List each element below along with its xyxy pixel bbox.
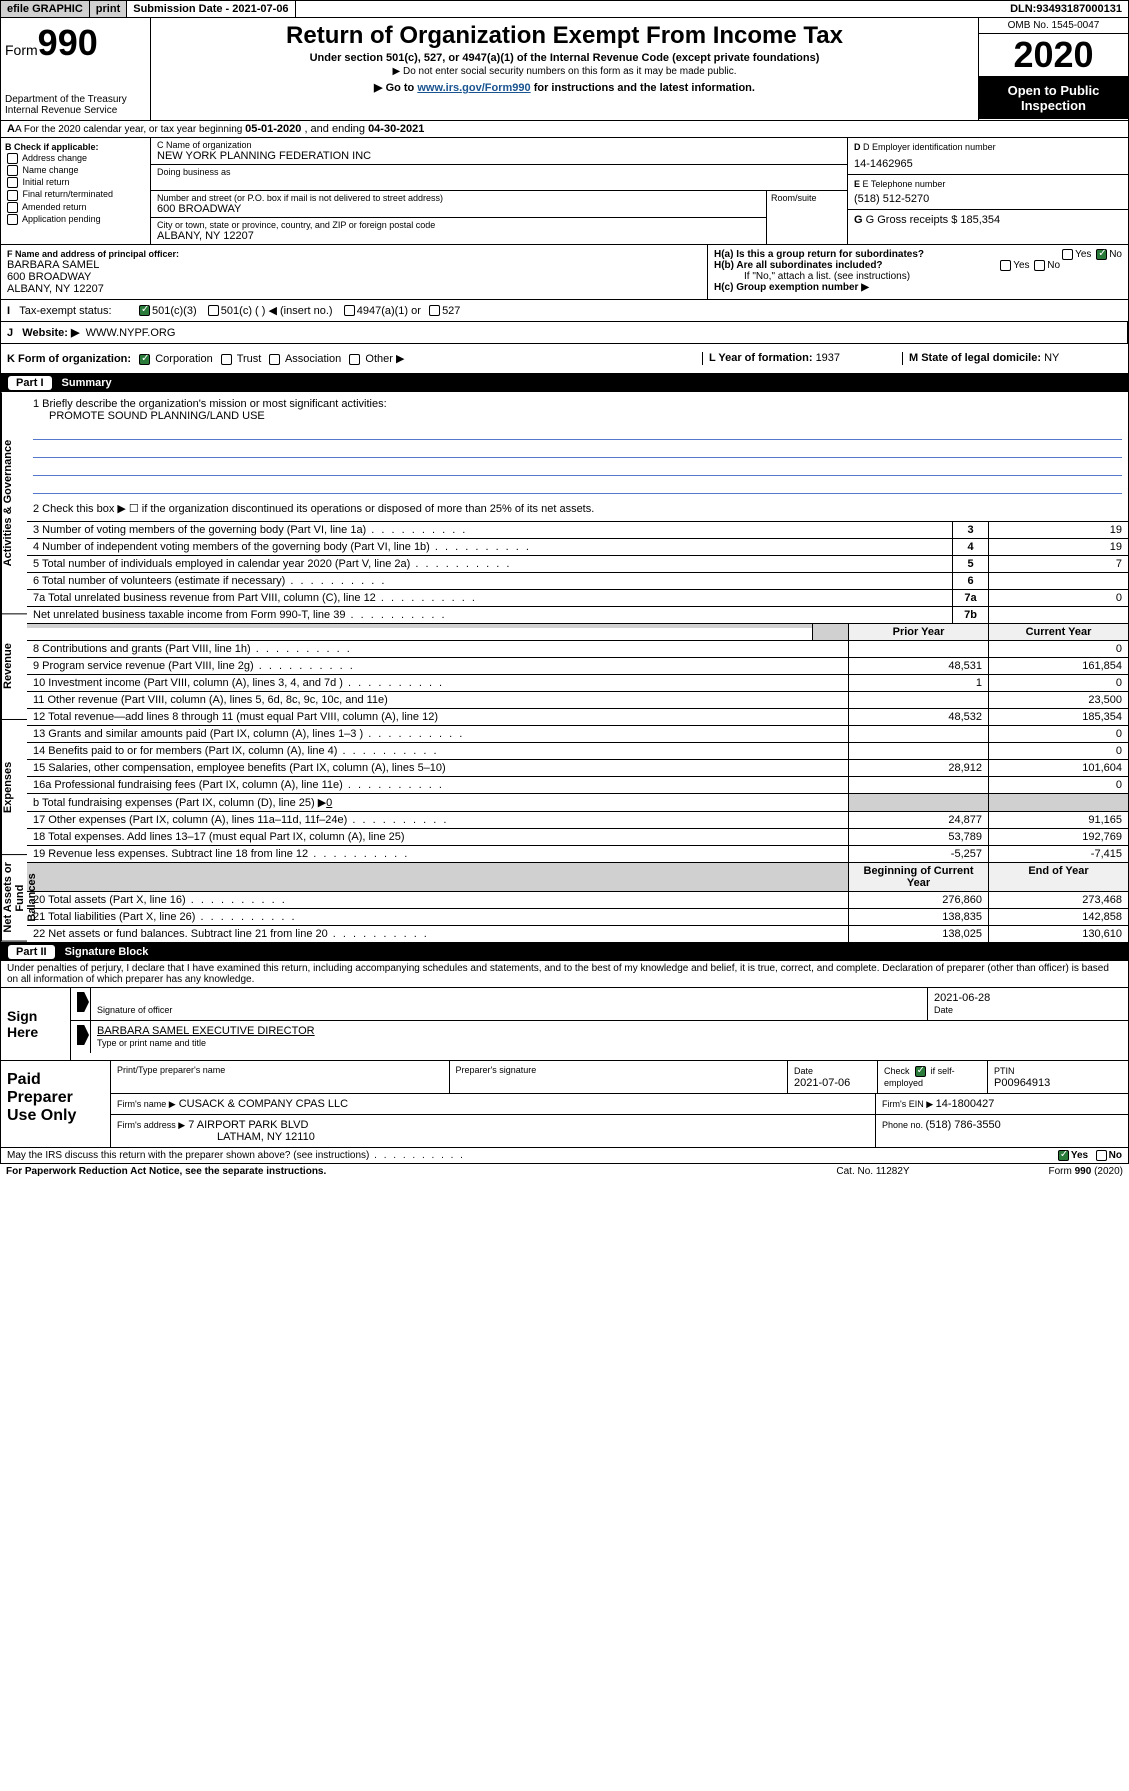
mission: 1 Briefly describe the organization's mi…: [27, 392, 1128, 521]
vtab-revenue: Revenue: [1, 614, 27, 720]
line-17: 17 Other expenses (Part IX, column (A), …: [27, 811, 1128, 828]
line-10: 10 Investment income (Part VIII, column …: [27, 674, 1128, 691]
firm-phone: Phone no. (518) 786-3550: [876, 1115, 1128, 1147]
irs-link[interactable]: www.irs.gov/Form990: [417, 82, 530, 94]
tax-exempt-status: I Tax-exempt status: 501(c)(3) 501(c) ( …: [0, 300, 1129, 322]
chk-501c3[interactable]: [139, 305, 150, 316]
line-6: 6 Total number of volunteers (estimate i…: [27, 572, 1128, 589]
footer: For Paperwork Reduction Act Notice, see …: [0, 1164, 1129, 1179]
chk-trust[interactable]: [221, 354, 232, 365]
preparer-name: Print/Type preparer's name: [111, 1061, 450, 1093]
firm-name: Firm's name ▶ CUSACK & COMPANY CPAS LLC: [111, 1094, 876, 1114]
perjury-statement: Under penalties of perjury, I declare th…: [0, 961, 1129, 988]
paid-preparer-block: Paid Preparer Use Only Print/Type prepar…: [0, 1061, 1129, 1148]
submission-date: Submission Date - 2021-07-06: [127, 1, 295, 17]
line-4: 4 Number of independent voting members o…: [27, 538, 1128, 555]
vtab-net-assets: Net Assets or Fund Balances: [1, 855, 27, 942]
line-11: 11 Other revenue (Part VIII, column (A),…: [27, 691, 1128, 708]
open-inspection: Open to Public Inspection: [979, 77, 1128, 119]
dept-treasury: Department of the Treasury Internal Reve…: [5, 94, 146, 116]
part-1-header: Part ISummary: [0, 374, 1129, 392]
chk-address-change[interactable]: Address change: [5, 153, 146, 164]
arrow-icon: [77, 992, 89, 1012]
preparer-sig: Preparer's signature: [450, 1061, 789, 1093]
col-b-checkboxes: B Check if applicable: Address change Na…: [1, 138, 151, 244]
row-k-form-org: K Form of organization: Corporation Trus…: [0, 344, 1129, 374]
telephone: E E Telephone number (518) 512-5270: [848, 175, 1128, 210]
summary-block: Activities & Governance Revenue Expenses…: [0, 392, 1129, 943]
chk-discuss-yes[interactable]: [1058, 1150, 1069, 1161]
vtab-expenses: Expenses: [1, 720, 27, 855]
hdr-prior-current: Prior YearCurrent Year: [27, 623, 1128, 640]
line-7b: Net unrelated business taxable income fr…: [27, 606, 1128, 623]
row-a-tax-year: AA For the 2020 calendar year, or tax ye…: [0, 121, 1129, 138]
self-employed: Check if self-employed: [878, 1061, 988, 1093]
line-12: 12 Total revenue—add lines 8 through 11 …: [27, 708, 1128, 725]
form-title: Return of Organization Exempt From Incom…: [155, 22, 974, 50]
paid-preparer-label: Paid Preparer Use Only: [1, 1061, 111, 1147]
form-header: Form990 Department of the Treasury Inter…: [0, 18, 1129, 121]
sign-here-block: Sign Here Signature of officer 2021-06-2…: [0, 988, 1129, 1061]
org-name: C Name of organization NEW YORK PLANNING…: [151, 138, 847, 165]
line-16a: 16a Professional fundraising fees (Part …: [27, 776, 1128, 793]
line-22: 22 Net assets or fund balances. Subtract…: [27, 925, 1128, 942]
line-3: 3 Number of voting members of the govern…: [27, 521, 1128, 538]
sign-here-label: Sign Here: [1, 988, 71, 1060]
form-number: Form990: [5, 22, 146, 64]
chk-name-change[interactable]: Name change: [5, 165, 146, 176]
line-21: 21 Total liabilities (Part X, line 26)13…: [27, 908, 1128, 925]
preparer-date: Date2021-07-06: [788, 1061, 878, 1093]
omb-number: OMB No. 1545-0047: [979, 18, 1128, 34]
chk-527[interactable]: [429, 305, 440, 316]
principal-officer: F Name and address of principal officer:…: [1, 245, 708, 299]
chk-app-pending[interactable]: Application pending: [5, 214, 146, 225]
chk-4947[interactable]: [344, 305, 355, 316]
firm-ein: Firm's EIN ▶ 14-1800427: [876, 1094, 1128, 1114]
vtab-activities: Activities & Governance: [1, 392, 27, 614]
dba: Doing business as: [151, 165, 847, 191]
chk-corp[interactable]: [139, 354, 150, 365]
line-15: 15 Salaries, other compensation, employe…: [27, 759, 1128, 776]
top-bar: efile GRAPHIC print Submission Date - 20…: [0, 0, 1129, 18]
discuss-row: May the IRS discuss this return with the…: [0, 1148, 1129, 1164]
gross-receipts: G G Gross receipts $ 185,354: [848, 210, 1128, 230]
line-20: 20 Total assets (Part X, line 16)276,860…: [27, 891, 1128, 908]
chk-final-return[interactable]: Final return/terminated: [5, 189, 146, 200]
line-7a: 7a Total unrelated business revenue from…: [27, 589, 1128, 606]
group-return: H(a) Is this a group return for subordin…: [708, 245, 1128, 299]
street-address: Number and street (or P.O. box if mail i…: [151, 191, 766, 218]
line-5: 5 Total number of individuals employed i…: [27, 555, 1128, 572]
chk-other[interactable]: [349, 354, 360, 365]
row-j-website: J Website: ▶ WWW.NYPF.ORG: [0, 322, 1129, 344]
arrow-icon: [77, 1025, 89, 1045]
line-14: 14 Benefits paid to or for members (Part…: [27, 742, 1128, 759]
ein: D D Employer identification number 14-14…: [848, 138, 1128, 175]
line-9: 9 Program service revenue (Part VIII, li…: [27, 657, 1128, 674]
chk-501c[interactable]: [208, 305, 219, 316]
tax-year: 2020: [979, 34, 1128, 77]
print-btn[interactable]: print: [90, 1, 127, 17]
line-18: 18 Total expenses. Add lines 13–17 (must…: [27, 828, 1128, 845]
block-bcd: B Check if applicable: Address change Na…: [0, 138, 1129, 245]
part-2-header: Part IISignature Block: [0, 943, 1129, 961]
subtitle-3: ▶ Go to www.irs.gov/Form990 for instruct…: [155, 81, 974, 94]
line-8: 8 Contributions and grants (Part VIII, l…: [27, 640, 1128, 657]
chk-discuss-no[interactable]: [1096, 1150, 1107, 1161]
chk-initial-return[interactable]: Initial return: [5, 177, 146, 188]
chk-amended[interactable]: Amended return: [5, 202, 146, 213]
city-address: City or town, state or province, country…: [151, 218, 766, 244]
efile-btn[interactable]: efile GRAPHIC: [1, 1, 90, 17]
dln: DLN: 93493187000131: [1004, 1, 1128, 17]
row-fh: F Name and address of principal officer:…: [0, 245, 1129, 300]
line-16b: b Total fundraising expenses (Part IX, c…: [27, 793, 1128, 811]
subtitle-1: Under section 501(c), 527, or 4947(a)(1)…: [155, 52, 974, 64]
chk-assoc[interactable]: [269, 354, 280, 365]
ptin: PTINP00964913: [988, 1061, 1128, 1093]
subtitle-2: ▶ Do not enter social security numbers o…: [155, 66, 974, 77]
hdr-beg-end: Beginning of Current YearEnd of Year: [27, 862, 1128, 891]
line-13: 13 Grants and similar amounts paid (Part…: [27, 725, 1128, 742]
room-suite: Room/suite: [767, 191, 847, 244]
line-19: 19 Revenue less expenses. Subtract line …: [27, 845, 1128, 862]
firm-address: Firm's address ▶ 7 AIRPORT PARK BLVDLATH…: [111, 1115, 876, 1147]
